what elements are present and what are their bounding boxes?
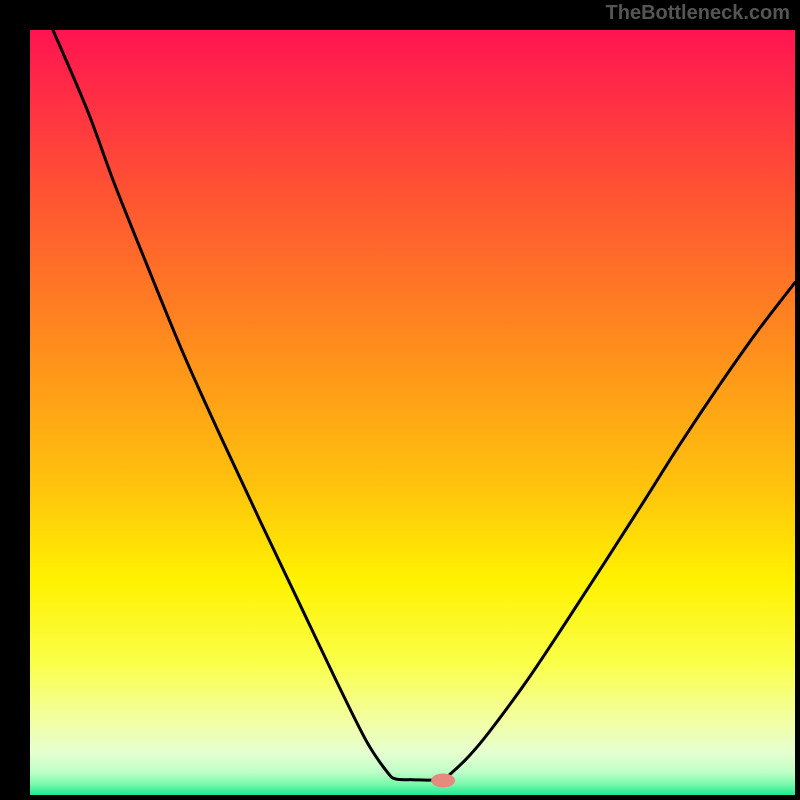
optimal-point-marker bbox=[431, 773, 455, 787]
bottleneck-curve-chart bbox=[0, 0, 800, 800]
watermark-text: TheBottleneck.com bbox=[606, 2, 790, 25]
plot-background bbox=[30, 30, 795, 795]
chart-container: TheBottleneck.com bbox=[0, 0, 800, 800]
